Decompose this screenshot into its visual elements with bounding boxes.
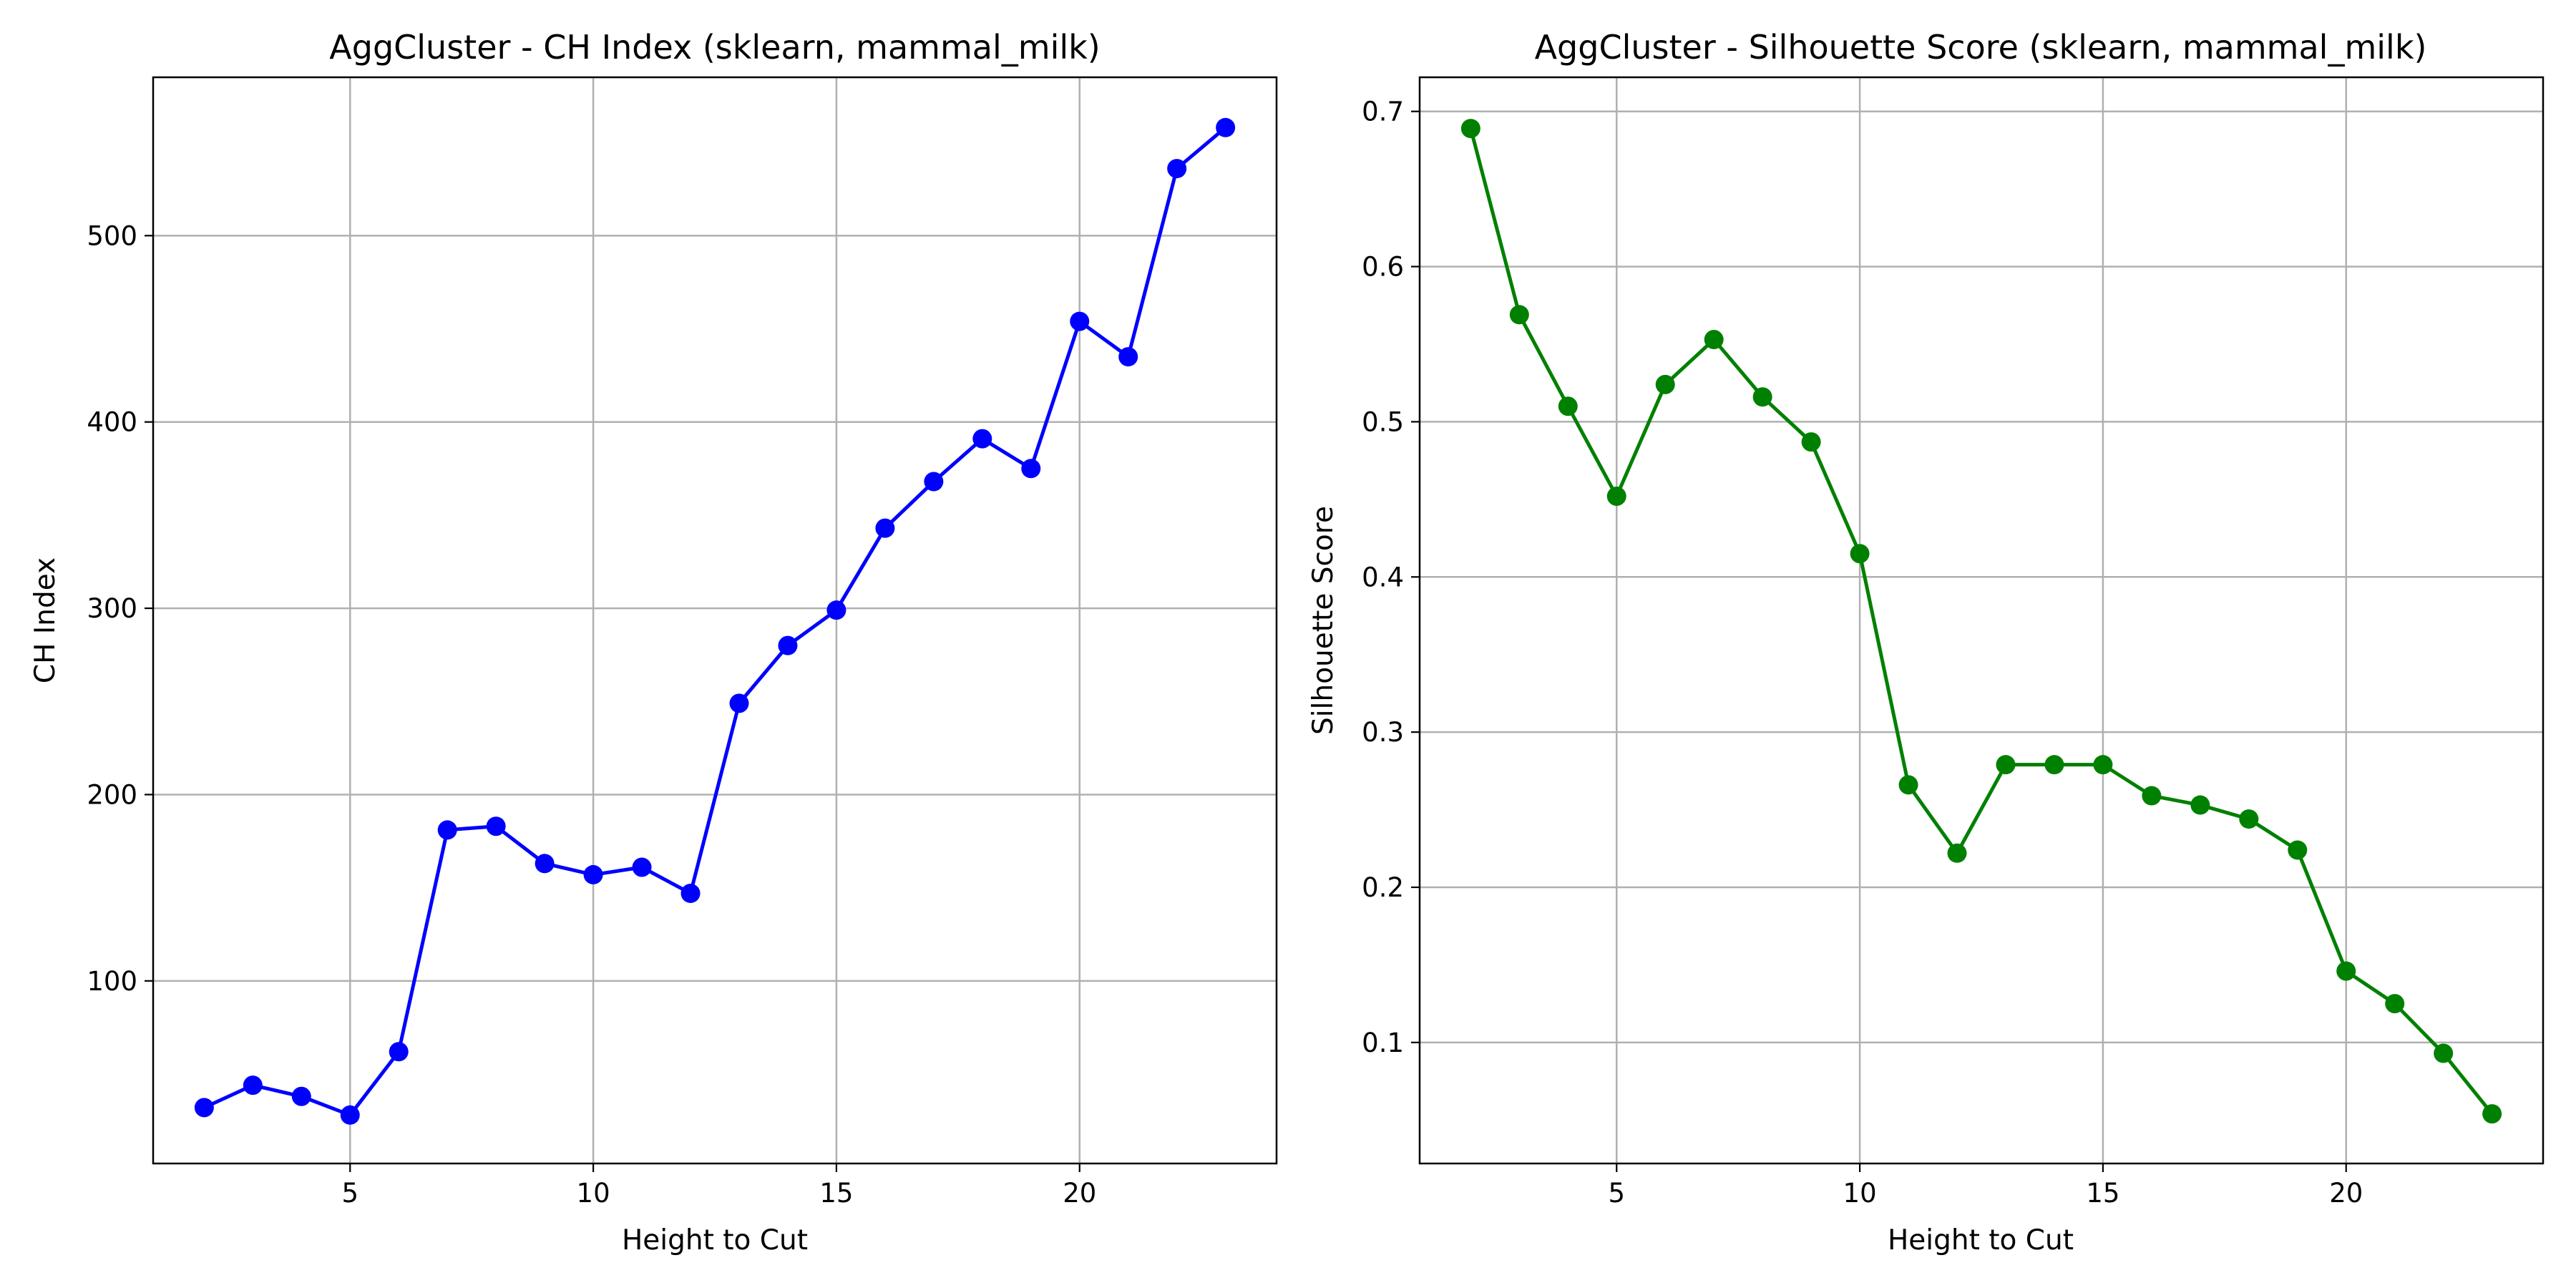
silhouette-data-point (2482, 1104, 2502, 1124)
silhouette-data-point (2239, 809, 2259, 829)
ch-index-data-point (243, 1075, 263, 1096)
silhouette-y-tick-label: 0.1 (1362, 1028, 1404, 1058)
ch-index-y-tick-label: 200 (87, 779, 137, 810)
silhouette-panel: AggCluster - Silhouette Score (sklearn, … (1307, 28, 2545, 1257)
silhouette-data-point (2093, 755, 2113, 775)
silhouette-y-tick-label: 0.6 (1362, 252, 1404, 283)
ch-index-data-point (875, 518, 895, 538)
ch-index-x-tick-label: 15 (819, 1178, 853, 1209)
ch-index-data-point (1021, 459, 1041, 479)
ch-index-panel: AggCluster - CH Index (sklearn, mammal_m… (29, 28, 1278, 1257)
silhouette-data-point (1801, 432, 1821, 452)
silhouette-x-tick-label: 20 (2329, 1178, 2363, 1209)
silhouette-data-point (2385, 994, 2405, 1014)
ch-index-series-line (202, 125, 1228, 1117)
silhouette-data-point (1898, 775, 1918, 795)
silhouette-x-tick-label: 10 (1843, 1178, 1877, 1209)
silhouette-data-point (2288, 840, 2308, 860)
silhouette-data-point (1460, 119, 1480, 139)
silhouette-gridlines (1420, 77, 2543, 1163)
silhouette-y-tick-label: 0.3 (1362, 717, 1404, 748)
silhouette-data-point (2434, 1043, 2454, 1063)
silhouette-y-tick-label: 0.2 (1362, 872, 1404, 903)
ch-index-data-point (291, 1086, 311, 1106)
silhouette-data-point (1996, 755, 2016, 775)
ch-index-data-point (826, 600, 847, 620)
silhouette-title: AggCluster - Silhouette Score (sklearn, … (1535, 28, 2427, 67)
ch-index-data-point (778, 635, 798, 655)
ch-index-x-tick-label: 10 (577, 1178, 610, 1209)
ch-index-plot-frame (152, 76, 1278, 1165)
silhouette-data-point (1947, 843, 1967, 863)
ch-index-data-point (1167, 159, 1187, 179)
silhouette-data-point (1509, 305, 1529, 325)
ch-index-y-tick-label: 500 (87, 220, 137, 251)
ch-index-x-tick-label: 20 (1063, 1178, 1096, 1209)
ch-index-y-axis-label: CH Index (29, 557, 62, 683)
silhouette-data-point (1606, 487, 1626, 507)
ch-index-data-point (486, 816, 506, 836)
silhouette-data-point (1655, 374, 1675, 394)
silhouette-x-axis-label: Height to Cut (1888, 1224, 2074, 1257)
silhouette-series-line (1468, 127, 2494, 1116)
ch-index-data-point (1070, 311, 1090, 331)
ch-index-data-point (924, 472, 944, 492)
ch-index-data-point (972, 429, 992, 449)
ch-index-data-point (1216, 117, 1236, 137)
silhouette-y-tick-label: 0.4 (1362, 562, 1404, 592)
ch-index-title: AggCluster - CH Index (sklearn, mammal_m… (329, 28, 1100, 67)
silhouette-x-tick-label: 15 (2086, 1178, 2119, 1209)
silhouette-x-tick-label: 5 (1608, 1178, 1625, 1209)
silhouette-data-point (2336, 961, 2356, 981)
silhouette-ticks: 5 10 15 20 0.1 0.2 0.3 0.4 0.5 0.6 0.7 (1362, 97, 2363, 1209)
silhouette-y-tick-label: 0.5 (1362, 406, 1404, 437)
ch-index-data-point (729, 693, 749, 713)
silhouette-y-tick-label: 0.7 (1362, 97, 1404, 127)
ch-index-data-point (1118, 347, 1138, 367)
ch-index-data-point (535, 854, 555, 874)
silhouette-y-axis-label: Silhouette Score (1307, 506, 1340, 735)
ch-index-gridlines (153, 77, 1277, 1163)
ch-index-data-point (437, 820, 457, 840)
ch-index-data-point (632, 857, 652, 877)
ch-index-data-point (680, 883, 701, 903)
ch-index-x-tick-label: 5 (341, 1178, 358, 1209)
silhouette-data-point (1704, 329, 1724, 349)
ch-index-data-point (389, 1042, 409, 1062)
silhouette-data-point (1850, 544, 1870, 564)
silhouette-data-point (2044, 755, 2064, 775)
ch-index-ticks: 5 10 15 20 100 200 300 400 500 (87, 220, 1096, 1209)
silhouette-plot-frame (1418, 76, 2545, 1165)
ch-index-y-tick-label: 100 (87, 966, 137, 997)
ch-index-data-point (194, 1098, 214, 1118)
ch-index-x-axis-label: Height to Cut (622, 1224, 808, 1257)
ch-index-markers (194, 117, 1236, 1125)
silhouette-data-point (1558, 396, 1578, 416)
ch-index-data-point (340, 1105, 360, 1125)
ch-index-y-tick-label: 300 (87, 593, 137, 624)
ch-index-y-tick-label: 400 (87, 407, 137, 438)
silhouette-data-point (1752, 387, 1772, 407)
silhouette-markers (1460, 119, 2502, 1124)
ch-index-data-point (583, 864, 603, 884)
silhouette-data-point (2190, 795, 2210, 815)
silhouette-data-point (2142, 786, 2162, 806)
